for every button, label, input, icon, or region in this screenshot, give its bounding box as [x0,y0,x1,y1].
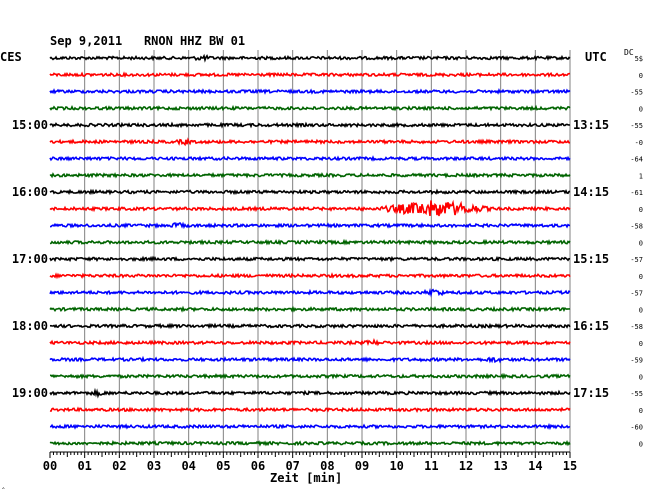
trace-line [49,137,571,147]
trace-line [49,155,571,162]
left-time-label: 17:00 [12,252,48,266]
dc-offset-value: 0 [639,72,643,80]
dc-offset-value: -0 [635,139,643,147]
x-tick-label: 02 [112,459,126,473]
x-tick-label: 09 [355,459,369,473]
dc-offset-value: 5$ [635,55,643,63]
dc-offset-value: 0 [639,105,643,113]
dc-offset-value: -57 [630,256,643,264]
trace-line [49,406,571,413]
trace-line [49,238,571,246]
dc-offset-value: 0 [639,373,643,381]
trace-line [49,199,571,217]
trace-line [49,188,571,196]
x-tick-label: 13 [493,459,507,473]
right-timezone-label: UTC [585,50,607,64]
trace-line [49,53,571,63]
x-tick-label: 12 [459,459,473,473]
chart-header: Sep 9,2011 RNON HHZ BW 01 [50,34,245,48]
x-tick-label: 11 [424,459,438,473]
corner-mark: ‸ [2,480,5,489]
x-tick-label: 15 [563,459,577,473]
dc-offset-value: -64 [630,156,643,164]
dc-label: DC [624,48,634,57]
dc-offset-value: -58 [630,223,643,231]
trace-line [49,272,571,280]
x-tick-label: 14 [528,459,542,473]
trace-line [49,305,571,313]
dc-offset-value: -58 [630,323,643,331]
dc-offset-value: 0 [639,407,643,415]
trace-line [49,422,571,431]
right-time-label: 13:15 [573,118,609,132]
right-time-label: 15:15 [573,252,609,266]
dc-offset-value: 0 [639,340,643,348]
dc-offset-value: -55 [630,390,643,398]
right-time-label: 16:15 [573,319,609,333]
trace-line [49,337,571,347]
dc-offset-value: 0 [639,273,643,281]
dc-offset-value: -55 [630,122,643,130]
dc-offset-value: 0 [639,306,643,314]
dc-offset-value: 0 [639,440,643,448]
trace-line [49,355,571,364]
trace-line [49,71,571,79]
x-axis-label: Zeit [min] [270,471,343,485]
x-tick-label: 08 [320,459,334,473]
left-time-label: 15:00 [12,118,48,132]
x-tick-label: 01 [77,459,91,473]
dc-offset-value: 0 [639,239,643,247]
trace-line [49,287,571,298]
dc-offset-value: -61 [630,189,643,197]
dc-offset-value: -60 [630,424,643,432]
trace-line [50,221,571,230]
left-time-label: 19:00 [12,386,48,400]
x-tick-label: 03 [147,459,161,473]
trace-line [49,172,571,179]
dc-offset-value: -55 [630,89,643,97]
x-tick-label: 10 [389,459,403,473]
dc-offset-value: -57 [630,290,643,298]
x-tick-label: 04 [181,459,195,473]
trace-line [49,322,571,330]
dc-offset-value: 1 [639,172,643,180]
header-date: Sep 9,2011 [50,34,123,48]
x-tick-label: 07 [285,459,299,473]
trace-line [49,372,571,380]
header-station: RNON HHZ BW 01 [143,34,246,48]
trace-line [49,88,571,95]
left-time-label: 18:00 [12,319,48,333]
trace-line [49,255,571,263]
dc-offset-value: -59 [630,357,643,365]
trace-line [49,121,571,129]
dc-offset-value: 0 [639,206,643,214]
trace-line [49,387,571,399]
trace-line [49,104,571,112]
left-timezone-label: CES [0,50,22,64]
left-time-label: 16:00 [12,185,48,199]
right-time-label: 14:15 [573,185,609,199]
x-tick-label: 06 [251,459,265,473]
right-time-label: 17:15 [573,386,609,400]
x-tick-label: 05 [216,459,230,473]
trace-line [49,439,571,447]
x-tick-label: 00 [43,459,57,473]
